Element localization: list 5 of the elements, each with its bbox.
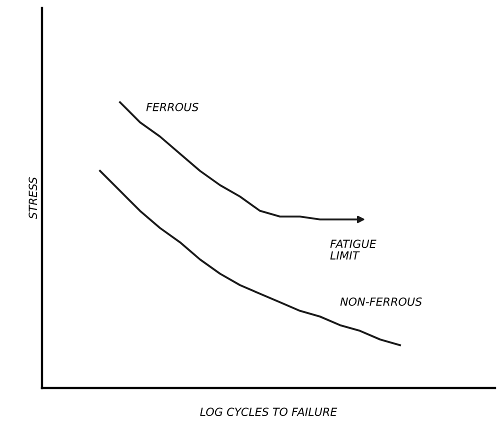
y-axis-title: STRESS: [28, 177, 38, 220]
x-axis-title: LOG CYCLES TO FAILURE: [200, 408, 338, 416]
series-label: FERROUS: [146, 102, 198, 112]
series-label: NON-FERROUS: [340, 297, 422, 306]
annotation: FATIGUE LIMIT: [330, 240, 376, 260]
